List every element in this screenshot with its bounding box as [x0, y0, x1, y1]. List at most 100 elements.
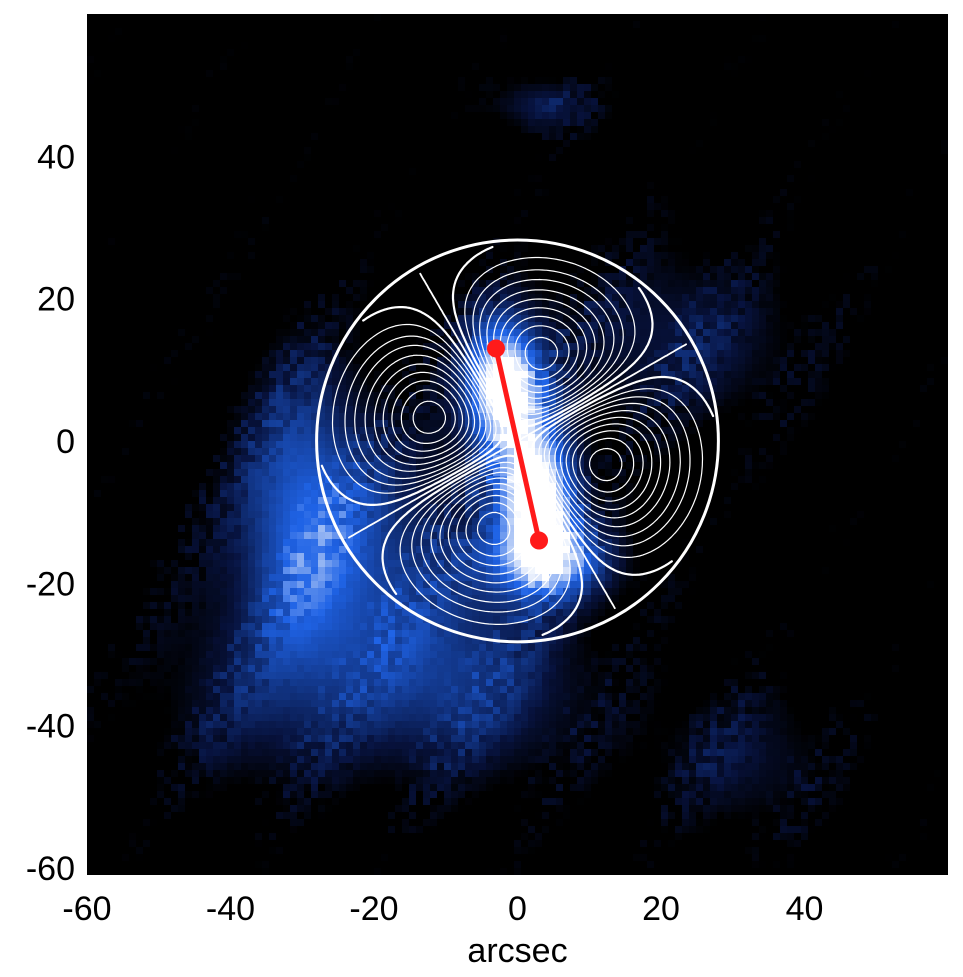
- heatmap-cell: [696, 406, 703, 413]
- heatmap-cell: [325, 546, 332, 553]
- heatmap-cell: [682, 301, 689, 308]
- heatmap-cell: [556, 532, 563, 539]
- heatmap-cell: [360, 700, 367, 707]
- heatmap-cell: [542, 420, 549, 427]
- heatmap-cell: [388, 693, 395, 700]
- heatmap-cell: [584, 406, 591, 413]
- heatmap-cell: [668, 441, 675, 448]
- heatmap-cell: [570, 294, 577, 301]
- heatmap-cell: [367, 721, 374, 728]
- heatmap-cell: [297, 427, 304, 434]
- heatmap-cell: [661, 336, 668, 343]
- heatmap-cell: [437, 476, 444, 483]
- heatmap-cell: [346, 721, 353, 728]
- heatmap-cell: [458, 672, 465, 679]
- heatmap-cell: [479, 350, 486, 357]
- heatmap-cell: [437, 434, 444, 441]
- heatmap-cell: [619, 420, 626, 427]
- heatmap-cell: [766, 392, 773, 399]
- heatmap-cell: [402, 630, 409, 637]
- heatmap-cell: [640, 406, 647, 413]
- heatmap-cell: [563, 434, 570, 441]
- heatmap-cell: [213, 560, 220, 567]
- heatmap-cell: [353, 385, 360, 392]
- heatmap-cell: [381, 658, 388, 665]
- heatmap-cell: [304, 399, 311, 406]
- heatmap-cell: [570, 343, 577, 350]
- heatmap-cell: [276, 665, 283, 672]
- heatmap-cell: [248, 665, 255, 672]
- heatmap-cell: [297, 392, 304, 399]
- heatmap-cell: [528, 441, 535, 448]
- heatmap-cell: [185, 609, 192, 616]
- heatmap-cell: [297, 707, 304, 714]
- heatmap-cell: [626, 693, 633, 700]
- heatmap-cell: [661, 287, 668, 294]
- heatmap-cell: [598, 399, 605, 406]
- heatmap-cell: [577, 371, 584, 378]
- heatmap-cell: [507, 98, 514, 105]
- heatmap-cell: [339, 728, 346, 735]
- heatmap-cell: [290, 595, 297, 602]
- heatmap-cell: [269, 420, 276, 427]
- heatmap-cell: [178, 728, 185, 735]
- heatmap-cell: [535, 679, 542, 686]
- heatmap-cell: [430, 700, 437, 707]
- heatmap-cell: [689, 406, 696, 413]
- heatmap-cell: [465, 336, 472, 343]
- heatmap-cell: [619, 308, 626, 315]
- heatmap-cell: [437, 511, 444, 518]
- heatmap-cell: [458, 574, 465, 581]
- heatmap-cell: [367, 560, 374, 567]
- heatmap-cell: [395, 413, 402, 420]
- heatmap-cell: [556, 357, 563, 364]
- heatmap-cell: [297, 364, 304, 371]
- heatmap-cell: [521, 630, 528, 637]
- heatmap-cell: [262, 350, 269, 357]
- heatmap-cell: [402, 700, 409, 707]
- heatmap-cell: [584, 539, 591, 546]
- heatmap-cell: [297, 343, 304, 350]
- heatmap-cell: [514, 672, 521, 679]
- heatmap-cell: [605, 567, 612, 574]
- heatmap-cell: [171, 714, 178, 721]
- heatmap-cell: [339, 259, 346, 266]
- heatmap-cell: [178, 658, 185, 665]
- heatmap-cell: [570, 707, 577, 714]
- heatmap-cell: [185, 735, 192, 742]
- heatmap-cell: [360, 630, 367, 637]
- heatmap-cell: [843, 329, 850, 336]
- heatmap-cell: [381, 644, 388, 651]
- heatmap-cell: [451, 574, 458, 581]
- heatmap-cell: [325, 483, 332, 490]
- heatmap-cell: [304, 434, 311, 441]
- heatmap-cell: [710, 322, 717, 329]
- heatmap-cell: [577, 112, 584, 119]
- heatmap-cell: [402, 728, 409, 735]
- heatmap-cell: [787, 427, 794, 434]
- heatmap-cell: [388, 686, 395, 693]
- heatmap-cell: [178, 595, 185, 602]
- heatmap-cell: [206, 700, 213, 707]
- heatmap-cell: [269, 609, 276, 616]
- heatmap-cell: [668, 728, 675, 735]
- heatmap-cell: [255, 413, 262, 420]
- heatmap-cell: [479, 728, 486, 735]
- heatmap-cell: [248, 630, 255, 637]
- heatmap-cell: [227, 553, 234, 560]
- heatmap-cell: [563, 630, 570, 637]
- heatmap-cell: [297, 441, 304, 448]
- heatmap-cell: [577, 483, 584, 490]
- heatmap-cell: [472, 700, 479, 707]
- heatmap-cell: [465, 602, 472, 609]
- heatmap-cell: [367, 420, 374, 427]
- heatmap-cell: [388, 504, 395, 511]
- heatmap-cell: [199, 644, 206, 651]
- heatmap-cell: [486, 455, 493, 462]
- heatmap-cell: [605, 84, 612, 91]
- heatmap-cell: [241, 693, 248, 700]
- heatmap-cell: [640, 231, 647, 238]
- heatmap-cell: [521, 602, 528, 609]
- heatmap-cell: [612, 721, 619, 728]
- heatmap-cell: [570, 672, 577, 679]
